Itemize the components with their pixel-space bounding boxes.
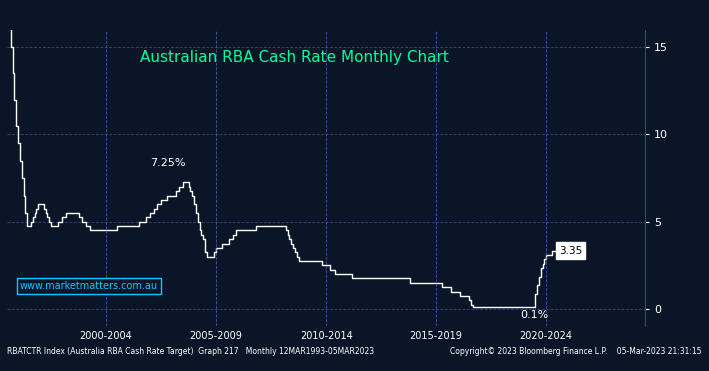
Text: RBATCTR Index (Australia RBA Cash Rate Target)  Graph 217   Monthly 12MAR1993-05: RBATCTR Index (Australia RBA Cash Rate T… [7,347,374,356]
Text: www.marketmatters.com.au: www.marketmatters.com.au [20,281,158,291]
Text: 3.35: 3.35 [559,246,582,256]
Text: Australian RBA Cash Rate Monthly Chart: Australian RBA Cash Rate Monthly Chart [140,50,449,65]
Text: 0.1%: 0.1% [520,310,549,320]
Text: Copyright© 2023 Bloomberg Finance L.P.    05-Mar-2023 21:31:15: Copyright© 2023 Bloomberg Finance L.P. 0… [450,347,702,356]
Text: 7.25%: 7.25% [150,158,186,168]
